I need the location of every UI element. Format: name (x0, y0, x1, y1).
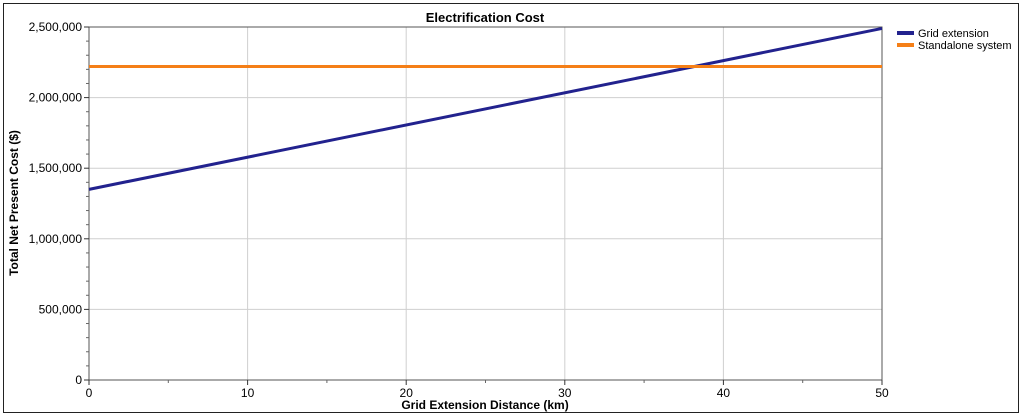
series-line-grid-extension (88, 26, 883, 191)
plot-area (88, 26, 883, 381)
x-tick-label: 30 (558, 386, 572, 400)
x-tick-label: 20 (400, 386, 414, 400)
chart-frame: Electrification Cost 0 10 20 30 40 50 0 500,000… (3, 3, 1019, 413)
y-tick-label: 2,500,000 (29, 20, 83, 34)
y-tick-label: 1,000,000 (29, 232, 83, 246)
chart-svg: Electrification Cost 0 10 20 30 40 50 0 500,000… (7, 10, 1012, 412)
y-tick-label: 1,500,000 (29, 161, 83, 175)
chart-title: Electrification Cost (426, 10, 545, 25)
x-axis-title: Grid Extension Distance (km) (401, 398, 568, 412)
x-tick-label: 0 (86, 386, 93, 400)
y-tick-label: 0 (75, 373, 82, 387)
x-tick-label: 10 (241, 386, 255, 400)
grid-layer (89, 27, 882, 380)
y-tick-label: 500,000 (39, 302, 83, 316)
series-layer (88, 26, 883, 191)
x-tick-label: 50 (875, 386, 889, 400)
legend-label-standalone-system: Standalone system (918, 40, 1012, 52)
legend-label-grid-extension: Grid extension (918, 28, 989, 40)
tick-layer: 0 10 20 30 40 50 0 500,000 1,000,000 1,500,000 2,0… (29, 20, 889, 400)
y-axis-title: Total Net Present Cost ($) (7, 130, 21, 276)
x-tick-label: 40 (717, 386, 731, 400)
y-tick-label: 2,000,000 (29, 91, 83, 105)
